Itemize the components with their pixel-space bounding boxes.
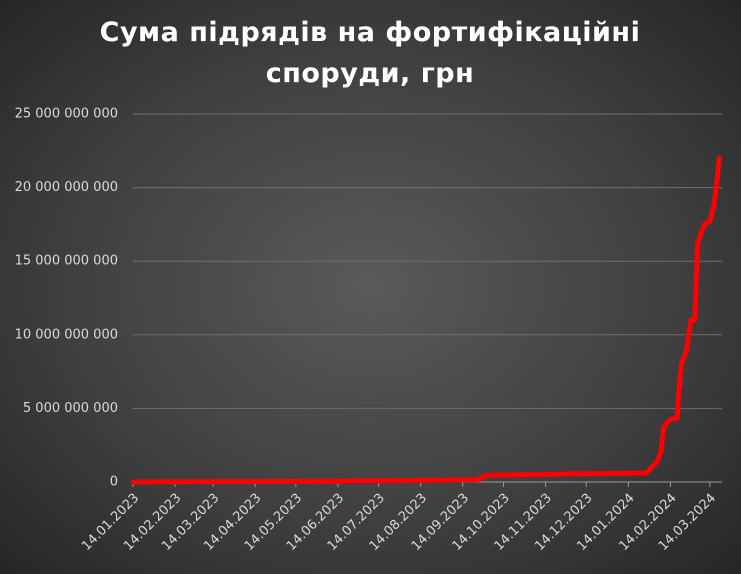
- chart-title: Сума підрядів на фортифікаційні споруди,…: [99, 17, 641, 89]
- y-tick-label: 20 000 000 000: [15, 180, 118, 195]
- y-tick-label: 10 000 000 000: [15, 327, 118, 342]
- y-tick-label: 25 000 000 000: [15, 107, 118, 122]
- data-line: [130, 155, 722, 485]
- y-tick-label: 5 000 000 000: [23, 401, 118, 416]
- y-tick-label: 0: [110, 475, 118, 490]
- y-tick-label: 15 000 000 000: [15, 254, 118, 269]
